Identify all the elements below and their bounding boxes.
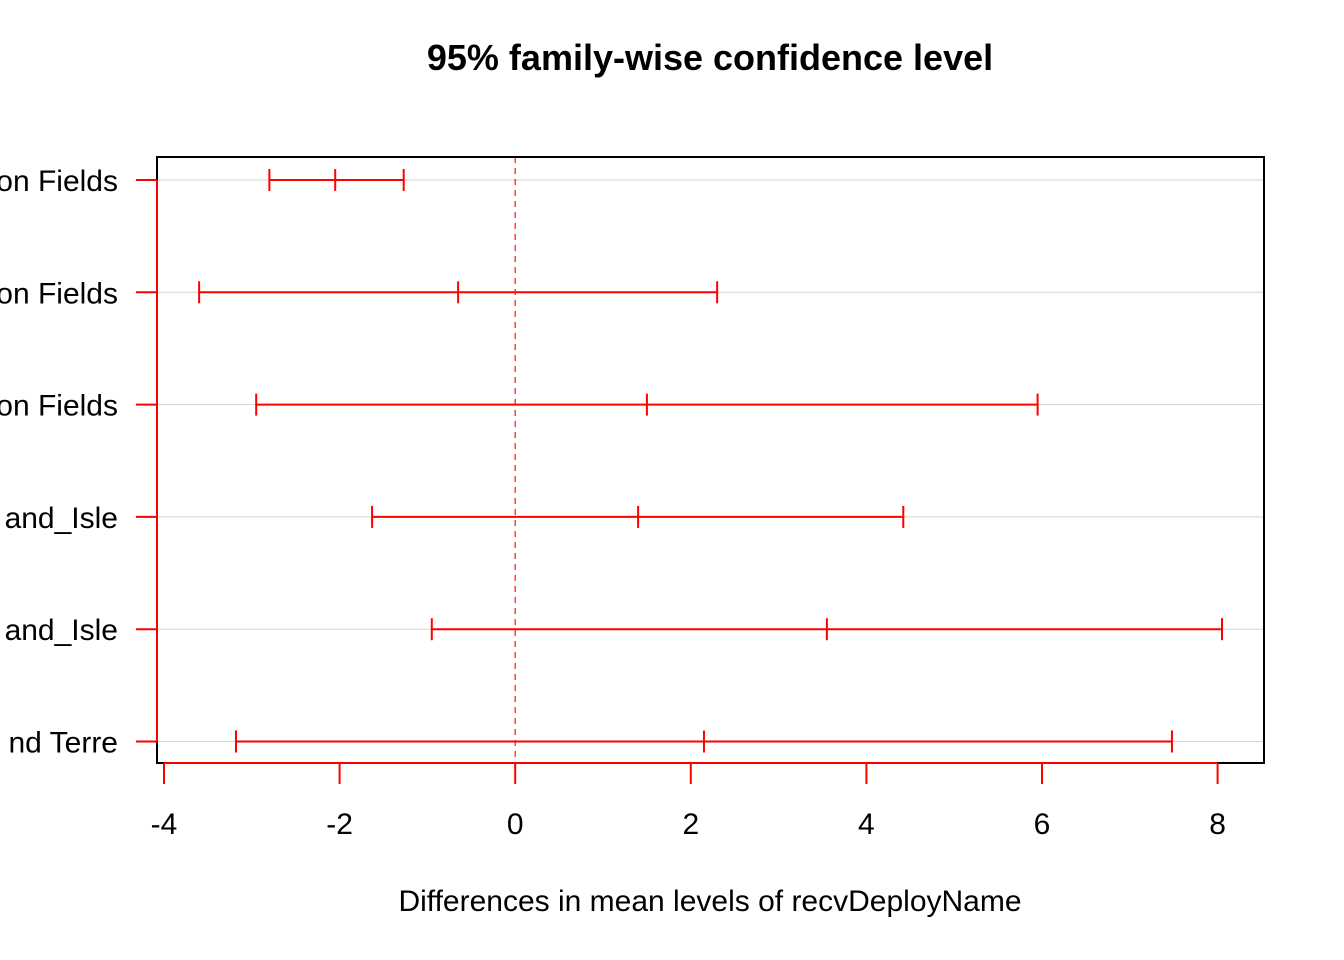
- interval-4: [430, 618, 1223, 641]
- x-tick-label: 8: [1209, 808, 1226, 841]
- y-tick-label: on Fields: [0, 390, 118, 423]
- y-axis: on Fields on Fields on Fields and_Isle and_I…: [0, 165, 158, 760]
- x-tick-label: 6: [1034, 808, 1051, 841]
- y-tick-label: on Fields: [0, 277, 118, 310]
- chart-title: 95% family-wise confidence level: [427, 37, 993, 78]
- plot-frame: [156, 156, 1265, 764]
- y-tick-label: nd Terre: [8, 727, 118, 760]
- y-tick-label: and_Isle: [5, 614, 118, 647]
- x-axis-title: Differences in mean levels of recvDeploy…: [398, 885, 1021, 918]
- interval-5: [234, 730, 1173, 753]
- interval-1: [198, 281, 719, 304]
- x-axis: -4 -2 0 2 4 6 8: [151, 762, 1226, 841]
- interval-0: [268, 169, 405, 191]
- x-tick-label: 4: [858, 808, 875, 841]
- x-tick-label: 0: [507, 808, 524, 841]
- x-tick-label: -4: [151, 808, 178, 841]
- interval-2: [255, 393, 1039, 416]
- interval-3: [371, 505, 905, 528]
- x-tick-label: 2: [682, 808, 699, 841]
- x-tick-label: -2: [326, 808, 353, 841]
- y-tick-label: on Fields: [0, 165, 118, 198]
- y-tick-label: and_Isle: [5, 502, 118, 535]
- grid-lines: [157, 179, 1264, 742]
- confidence-intervals: [198, 169, 1223, 753]
